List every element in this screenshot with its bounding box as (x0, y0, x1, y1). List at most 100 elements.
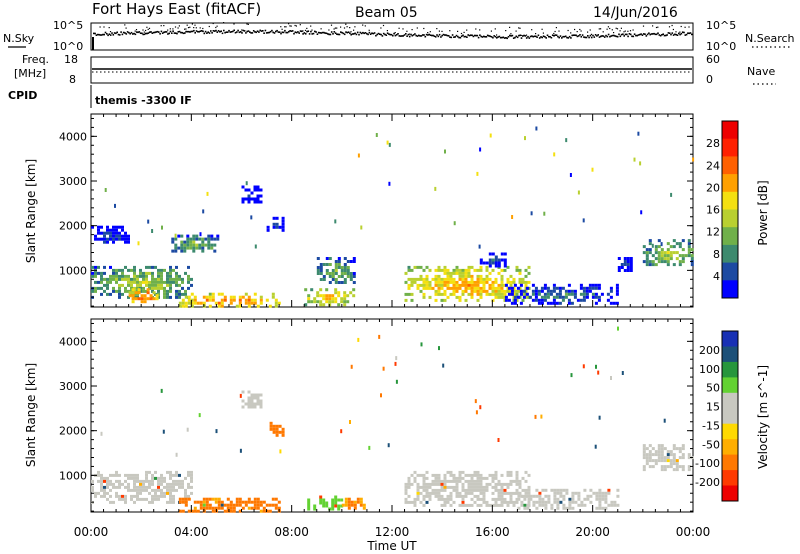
echo-cell (304, 288, 308, 292)
echo-cell (657, 447, 661, 451)
echo-cell (494, 255, 498, 259)
noise-dot (453, 36, 455, 38)
echo-cell (410, 268, 414, 272)
echo-cell (172, 485, 175, 489)
noise-dot (264, 29, 267, 32)
noise-dot (294, 31, 297, 33)
echo-cell (217, 292, 221, 296)
echo-cell (217, 497, 221, 501)
echo-cell (166, 488, 169, 492)
echo-cell (645, 462, 649, 466)
echo-cell (151, 283, 154, 287)
noise-dot (330, 24, 333, 26)
echo-cell (482, 261, 486, 265)
noise-dot (652, 33, 654, 35)
echo-cell (476, 503, 480, 507)
echo-cell (479, 277, 483, 281)
noise-dot (477, 36, 480, 39)
echo-speck (570, 373, 573, 378)
echo-cell (184, 491, 187, 495)
echo-cell (226, 503, 230, 507)
colorbar-tick-label: 16 (706, 204, 720, 217)
echo-cell (669, 465, 673, 469)
echo-cell (507, 298, 511, 302)
echo-cell (115, 274, 118, 278)
noise-dot (687, 32, 689, 34)
echo-cell (127, 240, 130, 244)
echo-cell (529, 494, 533, 498)
echo-cell (598, 497, 602, 501)
noise-dot (156, 30, 159, 33)
echo-cell (175, 482, 178, 486)
echo-cell (151, 500, 154, 504)
noise-dot (215, 29, 217, 32)
noise-dot (103, 26, 105, 28)
echo-cell (145, 289, 148, 293)
echo-cell (425, 470, 429, 474)
noise-dot (471, 34, 473, 37)
echo-cell (552, 295, 556, 299)
echo-cell (205, 503, 209, 507)
echo-cell (681, 453, 685, 457)
echo-cell (253, 393, 257, 397)
noise-dot (402, 28, 404, 30)
echo-cell (517, 491, 521, 495)
echo-cell (461, 470, 465, 474)
echo-cell (106, 225, 109, 229)
echo-cell (149, 294, 153, 298)
noise-dot (594, 34, 597, 36)
echo-cell (250, 301, 254, 305)
echo-cell (449, 274, 453, 278)
echo-cell (157, 274, 160, 278)
echo-speck (479, 405, 482, 410)
echo-cell (597, 298, 601, 302)
echo-cell (512, 289, 516, 293)
echo-cell (497, 271, 501, 275)
colorbar-swatch (722, 138, 738, 157)
echo-cell (552, 298, 556, 302)
noise-dot (203, 32, 206, 35)
echo-cell (666, 459, 670, 463)
noise-dot (234, 31, 237, 34)
echo-cell (149, 297, 153, 301)
echo-cell (434, 289, 438, 293)
echo-cell (349, 272, 353, 275)
echo-cell (482, 289, 486, 293)
echo-cell (455, 491, 459, 495)
echo-cell (325, 297, 329, 301)
noise-dot (531, 29, 533, 31)
echo-cell (494, 264, 498, 268)
echo-cell (681, 447, 685, 451)
echo-cell (479, 497, 483, 501)
echo-cell (461, 494, 465, 498)
noise-dot (221, 32, 224, 35)
noise-dot (615, 35, 618, 38)
colorbar-swatch (722, 244, 738, 264)
noise-dot (217, 30, 220, 32)
echo-cell (316, 291, 320, 295)
noise-dot (311, 33, 313, 35)
echo-cell (657, 444, 661, 448)
echo-cell (479, 274, 483, 278)
echo-cell (552, 301, 556, 305)
echo-cell (443, 280, 447, 284)
echo-speck (591, 167, 594, 172)
echo-cell (226, 506, 230, 510)
echo-cell (527, 265, 531, 269)
noise-dot (311, 29, 313, 31)
echo-cell (509, 470, 513, 474)
echo-cell (193, 295, 197, 299)
echo-cell (100, 274, 103, 278)
noise-dot (510, 33, 512, 35)
echo-cell (115, 485, 118, 489)
noise-dot (568, 35, 571, 38)
noise-dot (416, 27, 418, 29)
echo-cell (192, 237, 196, 241)
echo-cell (604, 494, 608, 498)
echo-cell (535, 488, 539, 492)
noise-dot (285, 26, 287, 28)
echo-cell (473, 289, 477, 293)
echo-cell (274, 497, 278, 501)
noise-dot (145, 32, 147, 35)
echo-cell (278, 225, 282, 229)
